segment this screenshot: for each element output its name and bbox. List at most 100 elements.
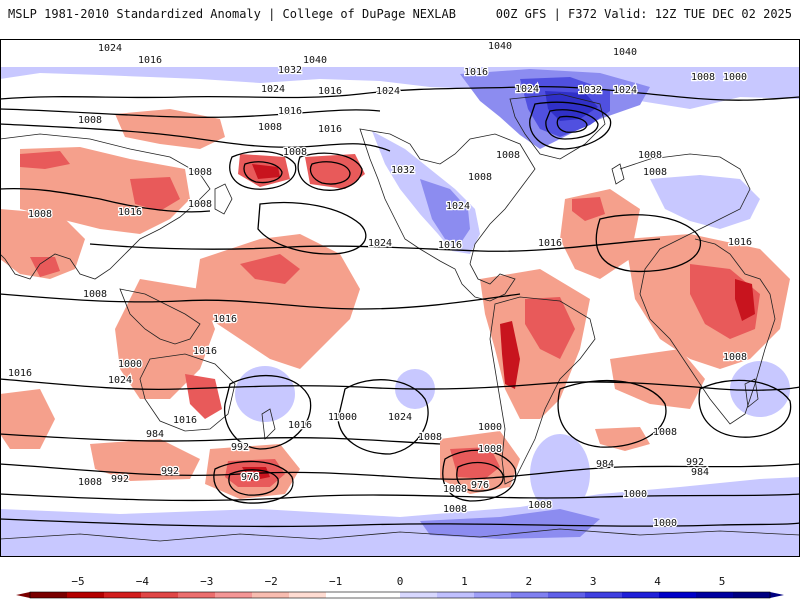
isobar-label: 1016 xyxy=(464,67,488,78)
colorbar-arrow-left xyxy=(16,592,30,598)
anomaly-shading xyxy=(0,67,800,557)
isobar-label: 1016 xyxy=(728,237,752,248)
isobar-label: 1024 xyxy=(388,412,412,423)
asia-negative-mid xyxy=(130,177,180,211)
colorbar-tick-label: 0 xyxy=(396,575,404,588)
map-canvas[interactable]: 1032102410161032104010241008101610241040… xyxy=(0,39,800,557)
isobar-indian-high xyxy=(698,379,792,438)
isobar-labels: 1032102410161032104010241008101610241040… xyxy=(7,39,754,530)
isobar-label: 1008 xyxy=(643,167,667,178)
s-indian-negative xyxy=(610,349,705,409)
isobar-label: 1024 xyxy=(446,201,470,212)
model-valid-time: 00Z GFS | F372 Valid: 12Z TUE DEC 02 202… xyxy=(495,7,792,21)
colorbar-segment xyxy=(30,592,68,598)
colorbar-segment xyxy=(326,592,364,598)
s-america-negative-mid xyxy=(525,297,575,359)
isobar-s-pacific-high-2 xyxy=(337,379,429,455)
sw-pacific-negative xyxy=(0,389,55,449)
isobar-label: 1008 xyxy=(83,289,107,300)
colorbar-tick-label: −2 xyxy=(264,575,278,588)
isobar-ne-pacific-low-1 xyxy=(297,152,363,191)
australasia-negative xyxy=(115,279,215,399)
colorbar-segment xyxy=(585,592,623,598)
isobar-label: 1000 xyxy=(328,412,352,423)
isobar-label: 1008 xyxy=(28,209,52,220)
colorbar-arrow-right xyxy=(770,592,784,598)
isobars xyxy=(0,85,800,528)
isobar-label: 1000 xyxy=(118,359,142,370)
isobar-label: 1032 xyxy=(578,85,602,96)
isobar-label: 1000 xyxy=(653,518,677,529)
isobar-label: 1024 xyxy=(613,85,637,96)
colorbar-segment xyxy=(733,592,771,598)
colorbar-tick-label: 4 xyxy=(654,575,661,588)
isobar-label: 1000 xyxy=(478,422,502,433)
isobar-label: 1008 xyxy=(653,427,677,438)
india-negative xyxy=(0,209,85,279)
isobar-label: 1016 xyxy=(438,240,462,251)
colorbar-tick-label: 3 xyxy=(589,575,597,588)
isobar-label: 1016 xyxy=(538,238,562,249)
isobar-label: 1016 xyxy=(193,346,217,357)
isobar-s-atl-low-ring-2 xyxy=(456,461,504,492)
north-america-coast xyxy=(359,128,536,302)
map-panel[interactable]: 1032102410161032104010241008101610241040… xyxy=(0,39,800,557)
isobar-label: 1008 xyxy=(691,72,715,83)
colorbar-segment xyxy=(252,592,290,598)
colorbar-segment xyxy=(659,592,697,598)
isobar-label: 1000 xyxy=(623,489,647,500)
east-africa-negative-strong xyxy=(735,279,755,321)
colorbar-segment xyxy=(215,592,253,598)
isobar-s-992 xyxy=(0,463,800,480)
colorbar-segment xyxy=(67,592,105,598)
isobar-label: 976 xyxy=(471,480,489,491)
isobar-greenland-ring-2 xyxy=(545,109,599,140)
isobar-label: 1008 xyxy=(723,352,747,363)
australia-negative xyxy=(185,374,222,419)
header: MSLP 1981-2010 Standardized Anomaly | Co… xyxy=(0,0,800,28)
isobar-label: 1008 xyxy=(468,172,492,183)
colorbar-segment xyxy=(141,592,179,598)
isobar-label: 976 xyxy=(241,472,259,483)
map-title: MSLP 1981-2010 Standardized Anomaly | Co… xyxy=(8,7,456,21)
isobar-greenland-ring-1 xyxy=(529,101,612,150)
colorbar-segment xyxy=(548,592,586,598)
isobar-nw-pacific-low-2 xyxy=(243,161,283,184)
isobar-label: 1008 xyxy=(496,150,520,161)
isobar-s-pac-low-ring-1 xyxy=(213,460,294,504)
isobar-label: 1008 xyxy=(188,167,212,178)
isobar-label: 1024 xyxy=(368,238,392,249)
isobar-s-1000-a xyxy=(0,433,441,445)
colorbar-segment xyxy=(104,592,142,598)
isobar-label: 992 xyxy=(111,474,129,485)
uk-coast xyxy=(611,163,625,185)
isobar-subtropic-1016-n xyxy=(89,238,661,252)
colorbar-segment xyxy=(437,592,475,598)
colorbar-tick-label: −1 xyxy=(328,575,343,588)
isobar-label: 1008 xyxy=(478,444,502,455)
tropical-pacific-mid xyxy=(240,254,300,284)
isobar-antarctic-1008 xyxy=(0,518,800,528)
isobar-label: 1016 xyxy=(118,207,142,218)
nw-pacific-negative-core xyxy=(252,164,280,179)
isobar-s-pacific-high xyxy=(223,374,312,450)
isobar-eq-1008 xyxy=(0,293,521,310)
isobar-label: 1024 xyxy=(515,84,539,95)
isobar-s-1016 xyxy=(0,378,800,391)
isobar-label: 1008 xyxy=(78,477,102,488)
isobar-atlantic-high xyxy=(595,214,702,273)
isobar-label: 1000 xyxy=(723,72,747,83)
isobar-label: 984 xyxy=(691,467,709,478)
isobar-s-pac-low-ring-2 xyxy=(228,469,279,496)
isobar-n-1016 xyxy=(0,188,211,213)
greenland-coast xyxy=(509,93,606,160)
isobar-label: 1008 xyxy=(78,115,102,126)
isobar-label: 1032 xyxy=(391,165,415,176)
isobar-label: 984 xyxy=(146,429,164,440)
colorbar: −5 −4 −3 −2 −1 0 1 2 3 4 5 xyxy=(0,565,800,600)
isobar-greenland-ring-3 xyxy=(556,115,588,133)
southeast-asia-coast xyxy=(119,288,201,345)
new-zealand-coast xyxy=(261,408,276,440)
isobar-label: 992 xyxy=(231,442,249,453)
colorbar-segment xyxy=(511,592,549,598)
